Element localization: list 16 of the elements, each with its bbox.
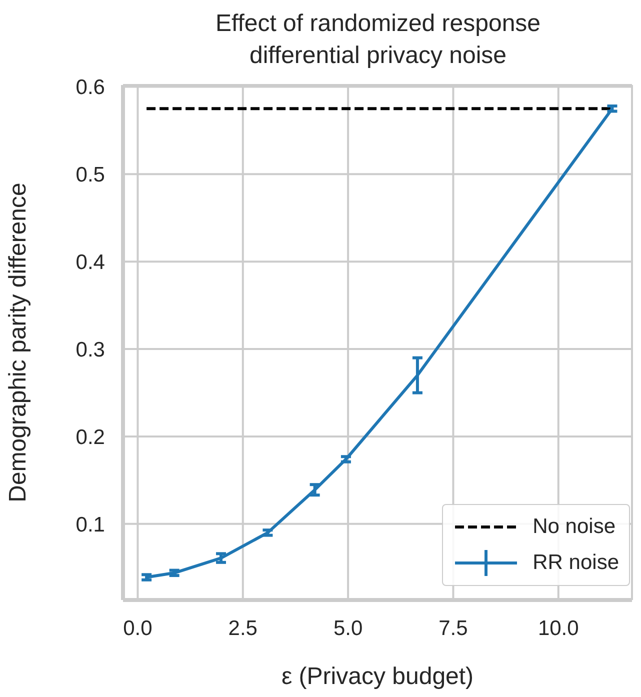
y-tick-label: 0.5 — [76, 164, 105, 187]
x-tick-label: 2.5 — [228, 616, 258, 640]
legend-label: No noise — [532, 515, 616, 539]
chart-title: Effect of randomized response differential privacy noise — [214, 9, 542, 71]
legend-label: RR noise — [532, 551, 619, 575]
y-axis-title: Demographic parity difference — [4, 182, 32, 502]
y-tick-label: 0.4 — [76, 251, 106, 274]
x-axis-title: ε (Privacy budget) — [281, 663, 474, 690]
y-tick-label: 0.1 — [76, 513, 105, 536]
x-tick-label: 0.0 — [123, 616, 152, 640]
x-tick-label: 5.0 — [333, 616, 363, 640]
x-tick-label: 10.0 — [538, 616, 579, 640]
y-tick-label: 0.6 — [76, 76, 105, 100]
x-tick-label: 7.5 — [438, 616, 468, 640]
y-tick-label: 0.2 — [76, 426, 105, 449]
y-tick-label: 0.3 — [76, 338, 105, 362]
